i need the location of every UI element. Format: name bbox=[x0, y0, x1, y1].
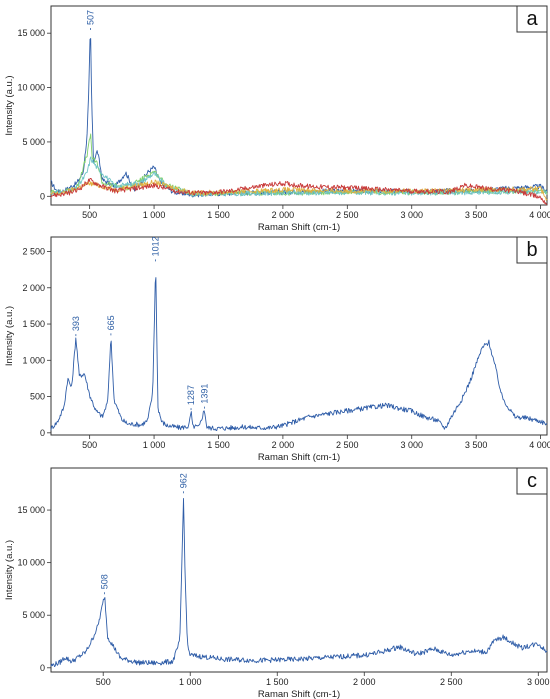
x-tick-label: 500 bbox=[82, 440, 97, 450]
panel-label: a bbox=[526, 8, 538, 30]
y-tick-label: 15 000 bbox=[17, 28, 45, 38]
panel-label-box bbox=[516, 236, 548, 264]
x-tick-label: 500 bbox=[96, 677, 111, 687]
spectrum-series-5 bbox=[50, 177, 548, 206]
y-tick-label: 0 bbox=[40, 191, 45, 201]
x-tick-label: 2 500 bbox=[440, 677, 463, 687]
y-tick-label: 5 000 bbox=[22, 610, 45, 620]
panel-c: 500 1 000 1 500 2 000 2 500 3 000 0 5 000 10 000… bbox=[4, 467, 550, 699]
spectrum-series-1 bbox=[50, 277, 548, 431]
panel-b: 500 1 000 1 500 2 000 2 500 3 000 3 500 4 000 0 5… bbox=[4, 236, 550, 463]
x-tick-label: 4 000 bbox=[529, 440, 550, 450]
peak-label: 665 bbox=[106, 315, 116, 330]
peak-label: 508 bbox=[100, 574, 110, 589]
y-tick-label: 15 000 bbox=[17, 505, 45, 515]
x-tick-label: 500 bbox=[82, 210, 97, 220]
peak-label: 1287 bbox=[186, 385, 196, 405]
y-axis-title: Intensity (a.u.) bbox=[4, 306, 15, 366]
y-tick-label: 0 bbox=[40, 663, 45, 673]
panel-label-box bbox=[516, 5, 548, 33]
peak-label: 1391 bbox=[199, 384, 209, 404]
spectrum-series-3 bbox=[50, 156, 548, 197]
x-tick-label: 2 000 bbox=[353, 677, 376, 687]
spectrum-series-4 bbox=[50, 179, 548, 201]
peak-label: 507 bbox=[86, 10, 96, 25]
y-tick-label: 1 500 bbox=[22, 319, 45, 329]
x-tick-label: 1 500 bbox=[207, 440, 230, 450]
x-tick-label: 2 500 bbox=[336, 210, 359, 220]
x-tick-label: 2 500 bbox=[336, 440, 359, 450]
x-tick-label: 1 500 bbox=[207, 210, 230, 220]
x-tick-label: 3 500 bbox=[465, 210, 488, 220]
x-axis-title: Raman Shift (cm-1) bbox=[258, 222, 340, 233]
plot-frame bbox=[50, 236, 548, 436]
spectrum-series-1 bbox=[50, 38, 548, 198]
peak-label: 962 bbox=[179, 473, 189, 488]
y-axis-title: Intensity (a.u.) bbox=[4, 75, 15, 135]
y-tick-label: 0 bbox=[40, 428, 45, 438]
peak-label: 1012 bbox=[151, 236, 161, 256]
y-tick-label: 1 000 bbox=[22, 355, 45, 365]
y-tick-label: 10 000 bbox=[17, 83, 45, 93]
x-tick-label: 1 000 bbox=[143, 210, 166, 220]
plot-frame bbox=[50, 467, 548, 673]
plot-frame bbox=[50, 5, 548, 206]
y-tick-label: 2 500 bbox=[22, 247, 45, 257]
x-tick-label: 1 000 bbox=[179, 677, 202, 687]
panel-label-box bbox=[516, 467, 548, 495]
spectrum-series-1 bbox=[50, 498, 548, 668]
y-tick-label: 10 000 bbox=[17, 558, 45, 568]
x-tick-label: 1 000 bbox=[143, 440, 166, 450]
x-tick-label: 4 000 bbox=[529, 210, 550, 220]
panel-a: 500 1 000 1 500 2 000 2 500 3 000 3 500 4 000 0 5… bbox=[4, 5, 550, 233]
panel-label: c bbox=[527, 470, 537, 492]
panel-label: b bbox=[526, 239, 537, 261]
peak-label: 393 bbox=[71, 316, 81, 331]
x-tick-label: 1 500 bbox=[266, 677, 289, 687]
x-tick-label: 2 000 bbox=[272, 440, 295, 450]
x-tick-label: 3 000 bbox=[400, 210, 423, 220]
y-axis-title: Intensity (a.u.) bbox=[4, 540, 15, 600]
x-axis-title: Raman Shift (cm-1) bbox=[258, 452, 340, 463]
x-axis-title: Raman Shift (cm-1) bbox=[258, 689, 340, 699]
y-tick-label: 500 bbox=[30, 392, 45, 402]
x-tick-label: 3 500 bbox=[465, 440, 488, 450]
y-tick-label: 2 000 bbox=[22, 283, 45, 293]
x-tick-label: 2 000 bbox=[272, 210, 295, 220]
x-tick-label: 3 000 bbox=[527, 677, 550, 687]
y-tick-label: 5 000 bbox=[22, 137, 45, 147]
x-tick-label: 3 000 bbox=[400, 440, 423, 450]
